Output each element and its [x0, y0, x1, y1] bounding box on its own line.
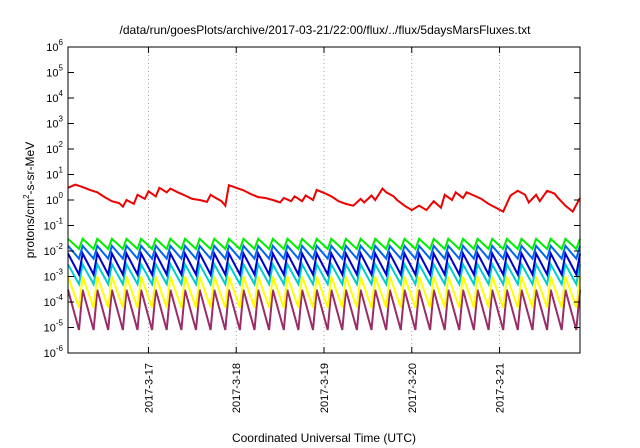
series-line — [67, 289, 581, 331]
x-tick-label: 2017-3-20 — [407, 363, 419, 413]
y-tick-label: 102 — [46, 140, 63, 156]
y-axis: 10-6 10-5 10-4 10-3 10-2 10-1 100 101 102 103 104 1… — [44, 38, 580, 360]
y-tick-label: 10-3 — [44, 268, 64, 284]
y-tick-label: 105 — [46, 64, 63, 80]
x-tick-label: 2017-3-17 — [143, 363, 155, 413]
y-tick-label: 103 — [46, 115, 63, 131]
series-line — [67, 276, 581, 309]
grid — [148, 47, 500, 353]
x-tick-label: 2017-3-19 — [319, 363, 331, 413]
y-tick-label: 10-5 — [44, 319, 64, 335]
y-tick-label: 10-2 — [44, 242, 64, 258]
y-tick-label: 101 — [46, 166, 63, 182]
series-line — [67, 183, 581, 214]
y-tick-label: 10-1 — [44, 217, 64, 233]
y-tick-label: 10-6 — [44, 344, 64, 360]
series-line — [67, 237, 581, 251]
x-axis-label: Coordinated Universal Time (UTC) — [232, 431, 416, 445]
series-line — [67, 243, 581, 261]
x-tick-label: 2017-3-21 — [495, 363, 507, 413]
y-tick-label: 10-4 — [44, 293, 64, 309]
series-line — [67, 261, 581, 288]
y-tick-label: 106 — [46, 38, 63, 54]
y-axis-label: protons/cm2-s-sr-MeV — [22, 142, 37, 258]
x-axis: 2017-3-17 2017-3-18 2017-3-19 2017-3-20 2017… — [143, 47, 507, 413]
y-tick-label: 100 — [46, 191, 63, 207]
x-tick-label: 2017-3-18 — [231, 363, 243, 413]
series-group — [67, 183, 581, 331]
y-tick-label: 104 — [46, 89, 63, 105]
chart-title: /data/run/goesPlots/archive/2017-03-21/2… — [120, 23, 532, 37]
series-line — [67, 250, 581, 278]
